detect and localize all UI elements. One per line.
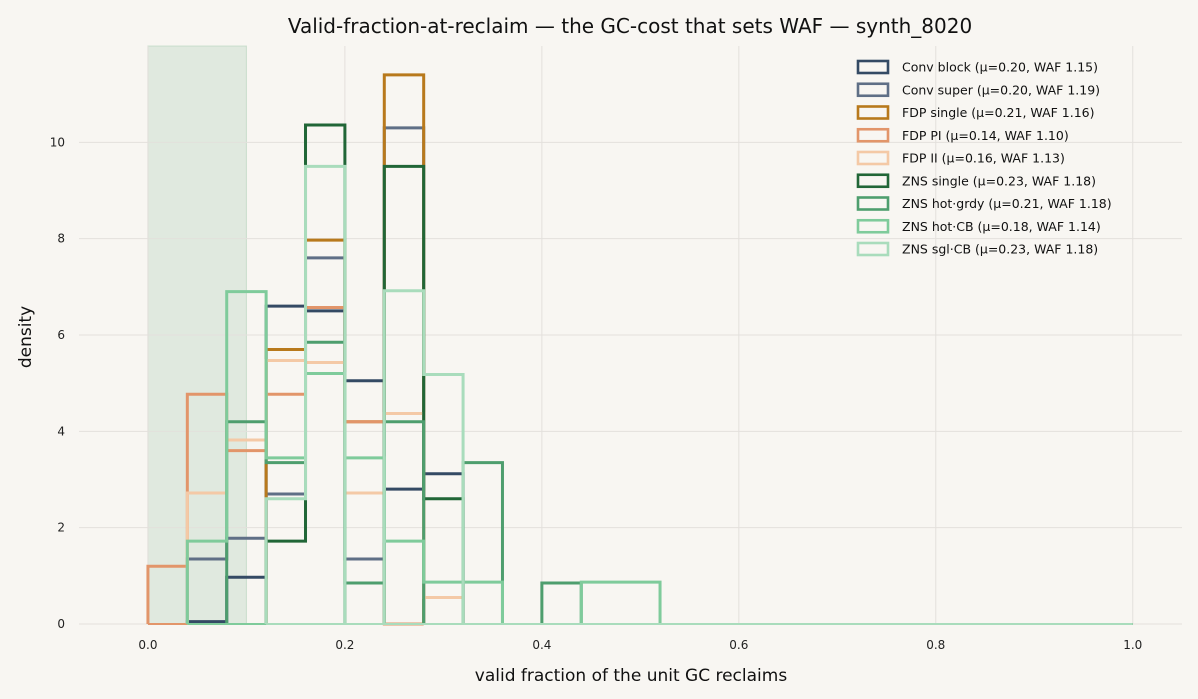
- legend-swatch: [856, 127, 890, 143]
- x-axis-title: valid fraction of the unit GC reclaims: [475, 666, 788, 686]
- legend: Conv block (μ=0.20, WAF 1.15) Conv super …: [856, 59, 1112, 257]
- x-tick-label: 0.0: [138, 638, 157, 652]
- series-layer: [146, 73, 1133, 626]
- y-tick-label: 0: [57, 617, 65, 631]
- legend-entry-label: Conv block (μ=0.20, WAF 1.15): [902, 60, 1098, 75]
- chart-title: Valid-fraction-at-reclaim — the GC-cost …: [288, 14, 972, 38]
- legend-entry-label: ZNS hot·grdy (μ=0.21, WAF 1.18): [902, 196, 1112, 211]
- legend-swatch: [856, 196, 890, 211]
- x-tick-label: 1.0: [1123, 638, 1142, 652]
- y-tick-label: 8: [57, 232, 65, 246]
- y-tick-label: 6: [57, 328, 65, 342]
- legend-swatch: [856, 105, 890, 120]
- legend-entry-label: FDP II (μ=0.16, WAF 1.13): [902, 151, 1065, 166]
- y-tick-labels: 0 2 4 6 8 10: [50, 135, 65, 631]
- legend-swatch: [856, 150, 890, 166]
- legend-swatch: [856, 173, 890, 189]
- x-tick-label: 0.6: [729, 638, 748, 652]
- y-tick-label: 4: [57, 424, 65, 438]
- y-axis-title: density: [16, 306, 36, 368]
- legend-entry-label: Conv super (μ=0.20, WAF 1.19): [902, 82, 1100, 97]
- x-tick-labels: 0.0 0.2 0.4 0.6 0.8 1.0: [138, 638, 1142, 652]
- y-tick-label: 2: [57, 521, 65, 535]
- legend-entry-label: ZNS hot·CB (μ=0.18, WAF 1.14): [902, 219, 1101, 234]
- legend-entry-label: ZNS single (μ=0.23, WAF 1.18): [902, 173, 1096, 188]
- legend-entry-label: FDP PI (μ=0.14, WAF 1.10): [902, 128, 1069, 143]
- histogram-step-6-0: [225, 340, 426, 624]
- legend-swatch: [856, 241, 890, 257]
- legend-entry-label: ZNS sgl·CB (μ=0.23, WAF 1.18): [902, 242, 1098, 257]
- histogram-step-8-0: [264, 164, 347, 624]
- legend-swatch: [856, 82, 890, 98]
- x-tick-label: 0.2: [335, 638, 354, 652]
- legend-swatch: [856, 59, 890, 75]
- legend-swatch: [856, 218, 890, 234]
- x-tick-label: 0.8: [926, 638, 945, 652]
- y-tick-label: 10: [50, 135, 65, 149]
- x-tick-label: 0.4: [532, 638, 551, 652]
- histogram-step-7-1: [579, 580, 662, 624]
- histogram-step-8-1: [382, 289, 465, 624]
- series-8: [264, 164, 1133, 625]
- legend-entry-label: FDP single (μ=0.21, WAF 1.16): [902, 105, 1095, 120]
